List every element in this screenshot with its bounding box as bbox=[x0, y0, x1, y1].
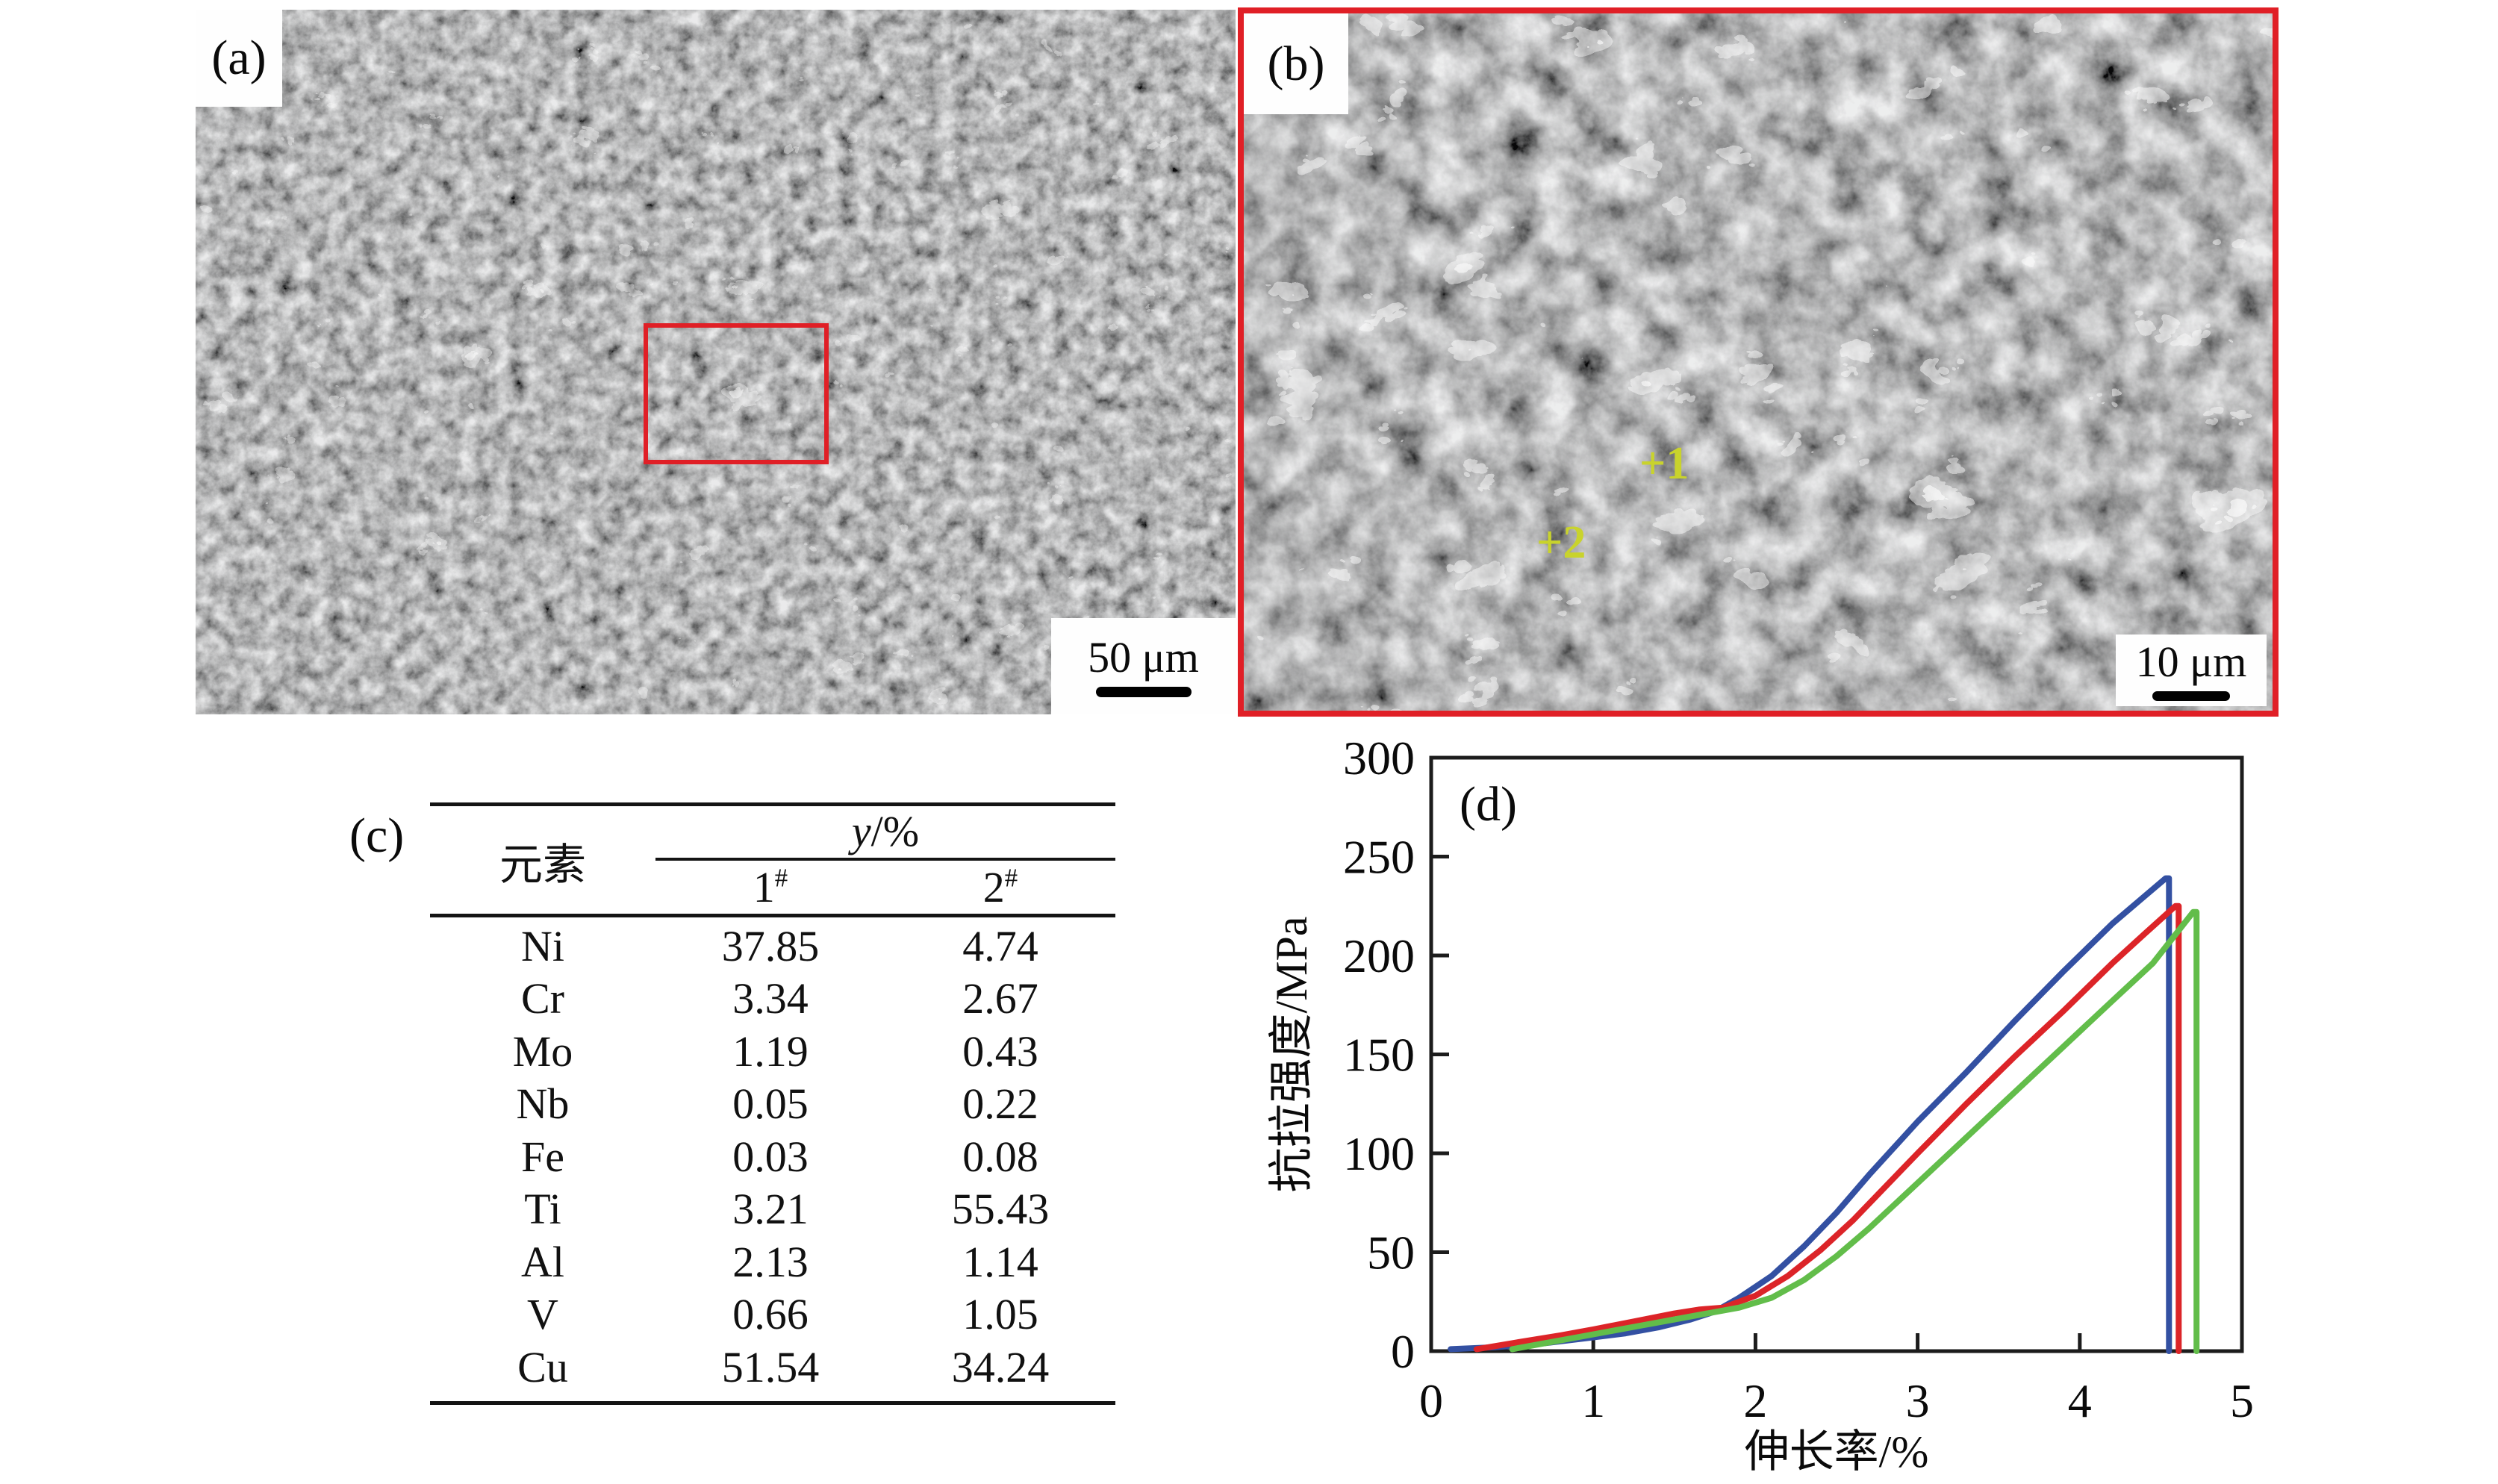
series-sample-blue bbox=[1448, 875, 2172, 1354]
panel-a-scale-bar bbox=[1095, 686, 1192, 697]
table-row: Mo 1.19 0.43 bbox=[430, 1025, 1115, 1077]
table-row: Ti 3.21 55.43 bbox=[430, 1183, 1115, 1235]
element-cell: Mo bbox=[512, 1026, 573, 1076]
element-cell: Ni bbox=[521, 921, 564, 970]
y-tick-label: 250 bbox=[1343, 831, 1415, 884]
value-cell: 1.19 bbox=[732, 1026, 809, 1076]
y-tick-label: 50 bbox=[1367, 1226, 1415, 1279]
table-header-sub1: 1# bbox=[753, 862, 788, 911]
value-cell: 51.54 bbox=[721, 1342, 820, 1391]
value-cell: 2.67 bbox=[962, 974, 1038, 1023]
panel-c-label: (c) bbox=[349, 808, 405, 863]
value-cell: 0.05 bbox=[732, 1079, 809, 1128]
table-header-sub2: 2# bbox=[982, 862, 1018, 911]
sem-panel-a: (a) 50 μm bbox=[196, 10, 1236, 714]
table-rule-top bbox=[430, 802, 1115, 806]
element-cell: Ti bbox=[524, 1185, 561, 1233]
table-row: Al 2.13 1.14 bbox=[430, 1235, 1115, 1288]
table-row: Nb 0.05 0.22 bbox=[430, 1078, 1115, 1130]
value-cell: 0.66 bbox=[732, 1290, 809, 1338]
panel-a-scalebar-chip: 50 μm bbox=[1051, 618, 1236, 714]
x-tick-label: 2 bbox=[1743, 1374, 1767, 1427]
table-row: Cu 51.54 34.24 bbox=[430, 1341, 1115, 1393]
panel-a-roi-box bbox=[644, 323, 829, 464]
value-cell: 1.05 bbox=[962, 1290, 1038, 1338]
value-cell: 0.08 bbox=[962, 1132, 1038, 1181]
value-cell: 55.43 bbox=[951, 1185, 1050, 1233]
y-tick-label: 300 bbox=[1343, 732, 1415, 785]
panel-a-label: (a) bbox=[211, 31, 267, 85]
x-tick-label: 5 bbox=[2230, 1374, 2254, 1427]
plot-frame bbox=[1429, 755, 2244, 1353]
x-axis-title: 伸长率/% bbox=[1745, 1427, 1929, 1477]
value-cell: 0.43 bbox=[962, 1026, 1038, 1076]
value-cell: 4.74 bbox=[962, 921, 1038, 970]
series-sample-red bbox=[1473, 902, 2182, 1354]
table-rule-bottom bbox=[430, 1401, 1115, 1405]
y-tick-label: 0 bbox=[1391, 1325, 1415, 1378]
panel-a-label-chip: (a) bbox=[196, 10, 282, 107]
sem-texture-b bbox=[1244, 13, 2273, 711]
panel-b-label-chip: (b) bbox=[1244, 13, 1348, 114]
table-header-element: 元素 bbox=[499, 840, 586, 889]
sem-panel-b: (b) +1 +2 10 μm bbox=[1238, 7, 2279, 717]
x-tick-label: 4 bbox=[2068, 1374, 2092, 1427]
panel-b-scale-bar bbox=[2152, 690, 2230, 701]
series-sample-green bbox=[1509, 908, 2200, 1354]
x-tick-label: 3 bbox=[1906, 1374, 1930, 1427]
table-header-group: y/% bbox=[851, 806, 920, 855]
eds-point-2-marker: +2 bbox=[1536, 517, 1586, 568]
panel-a-scale-text: 50 μm bbox=[1088, 632, 1199, 682]
value-cell: 3.34 bbox=[732, 974, 809, 1023]
sem-texture-a bbox=[196, 10, 1236, 714]
element-cell: Cu bbox=[517, 1342, 568, 1391]
eds-point-1-marker: +1 bbox=[1639, 438, 1689, 489]
table-row: Cr 3.34 2.67 bbox=[430, 973, 1115, 1025]
value-cell: 37.85 bbox=[721, 921, 820, 970]
value-cell: 1.14 bbox=[962, 1237, 1038, 1286]
element-cell: Fe bbox=[521, 1132, 564, 1181]
element-cell: Al bbox=[521, 1237, 564, 1286]
element-cell: V bbox=[527, 1290, 558, 1338]
composition-table: 元素 y/% 1# 2# Ni 37.85 4.74 Cr 3.34 2.67 Mo 1.19… bbox=[430, 802, 1115, 1409]
y-axis-title: 抗拉强度/MPa bbox=[1267, 916, 1316, 1192]
y-tick-label: 100 bbox=[1343, 1127, 1415, 1180]
value-cell: 0.22 bbox=[962, 1079, 1038, 1128]
element-cell: Cr bbox=[521, 974, 564, 1023]
value-cell: 2.13 bbox=[732, 1237, 809, 1286]
panel-b-label: (b) bbox=[1267, 36, 1325, 91]
value-cell: 3.21 bbox=[732, 1185, 809, 1233]
table-row: V 0.66 1.05 bbox=[430, 1288, 1115, 1341]
table-body: Ni 37.85 4.74 Cr 3.34 2.67 Mo 1.19 0.43 Nb 0.05 0.2… bbox=[430, 920, 1115, 1397]
table-row: Fe 0.03 0.08 bbox=[430, 1130, 1115, 1182]
y-tick-label: 200 bbox=[1343, 929, 1415, 982]
element-cell: Nb bbox=[516, 1079, 570, 1128]
panel-b-scale-text: 10 μm bbox=[2135, 637, 2247, 686]
y-tick-label: 150 bbox=[1343, 1029, 1415, 1082]
table-rule-header bbox=[430, 914, 1115, 917]
value-cell: 34.24 bbox=[951, 1342, 1050, 1391]
panel-d-label: (d) bbox=[1460, 777, 1517, 832]
x-tick-label: 1 bbox=[1581, 1374, 1605, 1427]
panel-b-scalebar-chip: 10 μm bbox=[2116, 635, 2267, 706]
value-cell: 0.03 bbox=[732, 1132, 809, 1181]
table-rule-mid bbox=[655, 858, 1115, 861]
table-row: Ni 37.85 4.74 bbox=[430, 920, 1115, 972]
x-tick-label: 0 bbox=[1419, 1374, 1443, 1427]
